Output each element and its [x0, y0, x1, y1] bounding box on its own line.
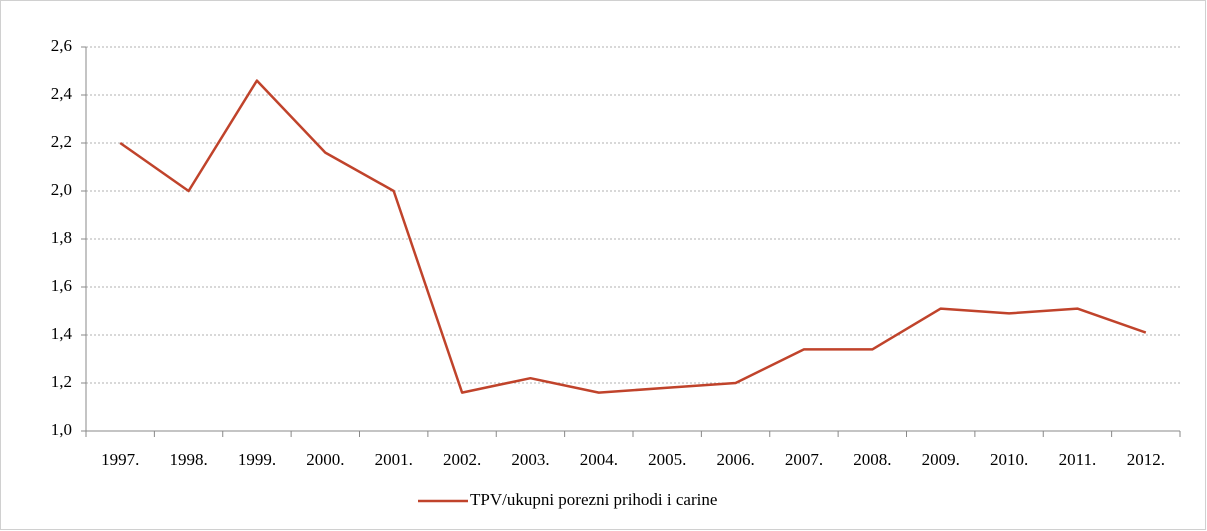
y-tick-label: 1,4 [51, 324, 73, 343]
y-tick-label: 2,6 [51, 36, 72, 55]
legend-label: TPV/ukupni porezni prihodi i carine [470, 490, 717, 509]
y-tick-label: 2,4 [51, 84, 73, 103]
x-tick-label: 2011. [1059, 450, 1097, 469]
x-tick-label: 2003. [511, 450, 549, 469]
x-tick-label: 2010. [990, 450, 1028, 469]
x-tick-label: 2004. [580, 450, 618, 469]
x-tick-label: 2008. [853, 450, 891, 469]
series-line [119, 79, 1147, 394]
y-tick-label: 1,6 [51, 276, 72, 295]
x-tick-label: 1998. [169, 450, 207, 469]
x-tick-label: 2012. [1127, 450, 1165, 469]
y-tick-label: 2,0 [51, 180, 72, 199]
y-tick-label: 2,2 [51, 132, 72, 151]
y-tick-label: 1,8 [51, 228, 72, 247]
y-tick-label: 1,0 [51, 420, 72, 439]
x-tick-label: 2007. [785, 450, 823, 469]
x-tick-label: 2002. [443, 450, 481, 469]
x-tick-label: 2005. [648, 450, 686, 469]
x-tick-label: 2000. [306, 450, 344, 469]
x-tick-label: 2001. [375, 450, 413, 469]
x-tick-label: 2009. [922, 450, 960, 469]
x-tick-label: 1999. [238, 450, 276, 469]
x-tick-label: 1997. [101, 450, 139, 469]
y-tick-label: 1,2 [51, 372, 72, 391]
x-tick-label: 2006. [716, 450, 754, 469]
